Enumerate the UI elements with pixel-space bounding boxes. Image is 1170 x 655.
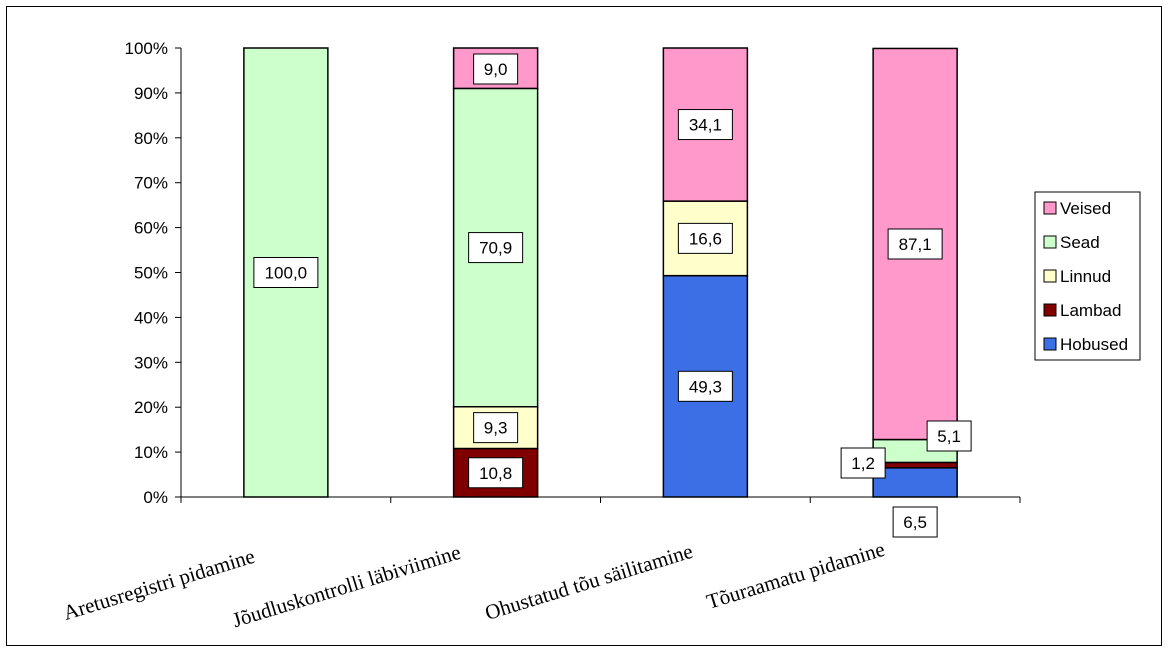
legend-label: Sead: [1060, 233, 1100, 252]
svg-text:1,2: 1,2: [851, 454, 875, 473]
legend-label: Lambad: [1060, 301, 1121, 320]
y-tick-label: 20%: [134, 398, 168, 417]
svg-text:34,1: 34,1: [689, 116, 722, 135]
y-tick-label: 100%: [125, 39, 168, 58]
y-tick-label: 0%: [143, 488, 168, 507]
y-tick-label: 80%: [134, 129, 168, 148]
data-label-hobused-ohustatud-tou-sailitamine: 49,3: [677, 370, 733, 402]
legend: Veised Sead Linnud Lambad Hobused: [1034, 191, 1141, 361]
legend-swatch: [1043, 201, 1057, 215]
data-label-sead-touraamatu-pidamine: 5,1: [926, 420, 972, 452]
svg-text:5,1: 5,1: [937, 427, 961, 446]
legend-swatch: [1043, 269, 1057, 283]
y-tick-label: 50%: [134, 264, 168, 283]
legend-item-veised: Veised: [1043, 199, 1111, 218]
svg-text:16,6: 16,6: [689, 229, 722, 248]
legend-item-linnud: Linnud: [1043, 267, 1111, 286]
data-label-hobused-touraamatu-pidamine: 6,5: [892, 506, 938, 538]
y-tick-label: 60%: [134, 219, 168, 238]
data-label-linnud-joudluskontrolli-labiviimine: 9,3: [473, 412, 519, 444]
data-label-sead-aretusregistri-pidamine: 100,0: [253, 257, 319, 288]
legend-swatch: [1043, 337, 1057, 351]
legend-item-sead: Sead: [1043, 233, 1100, 252]
x-category-label-ohustatud-tou-sailitamine: Ohustatud tõu säilitamine: [482, 539, 695, 625]
legend-label: Linnud: [1060, 267, 1111, 286]
legend-label: Veised: [1060, 199, 1111, 218]
svg-text:6,5: 6,5: [903, 513, 927, 532]
legend-item-hobused: Hobused: [1043, 335, 1128, 354]
svg-text:10,8: 10,8: [479, 464, 512, 483]
y-tick-label: 10%: [134, 443, 168, 462]
data-label-veised-ohustatud-tou-sailitamine: 34,1: [677, 109, 733, 141]
svg-text:49,3: 49,3: [689, 377, 722, 396]
data-label-linnud-ohustatud-tou-sailitamine: 16,6: [677, 222, 733, 254]
chart-frame: [6, 6, 1162, 646]
bar-hobused-touraamatu-pidamine: [872, 467, 958, 498]
y-tick-label: 30%: [134, 353, 168, 372]
legend-label: Hobused: [1060, 335, 1128, 354]
y-tick-label: 70%: [134, 174, 168, 193]
x-category-label-joudluskontrolli-labiviimine: Jõudluskontrolli läbiviimine: [229, 540, 463, 632]
legend-swatch: [1043, 235, 1057, 249]
bar-lambad-touraamatu-pidamine: [872, 461, 958, 469]
data-label-lambad-touraamatu-pidamine: 1,2: [840, 447, 886, 479]
data-label-veised-touraamatu-pidamine: 87,1: [887, 228, 943, 260]
svg-text:9,0: 9,0: [484, 60, 508, 79]
legend-swatch: [1043, 303, 1057, 317]
y-tick-label: 40%: [134, 308, 168, 327]
data-label-lambad-joudluskontrolli-labiviimine: 10,8: [468, 457, 524, 489]
svg-text:70,9: 70,9: [479, 239, 512, 258]
y-tick-label: 90%: [134, 84, 168, 103]
x-category-label-touraamatu-pidamine: Tõuraamatu pidamine: [704, 537, 888, 614]
svg-text:87,1: 87,1: [899, 235, 932, 254]
x-category-label-aretusregistri-pidamine: Aretusregistri pidamine: [60, 544, 257, 625]
svg-text:9,3: 9,3: [484, 419, 508, 438]
legend-item-lambad: Lambad: [1043, 301, 1121, 320]
data-label-veised-joudluskontrolli-labiviimine: 9,0: [473, 53, 519, 85]
data-label-sead-joudluskontrolli-labiviimine: 70,9: [468, 232, 524, 264]
svg-text:100,0: 100,0: [265, 264, 308, 283]
